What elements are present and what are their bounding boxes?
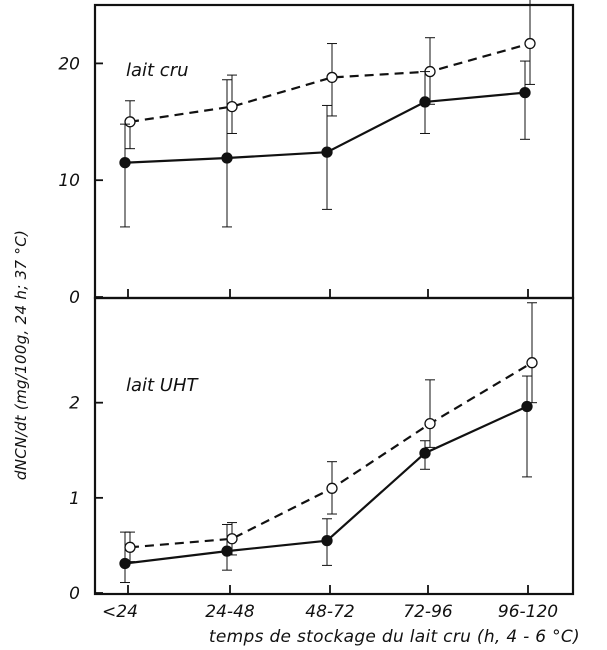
marker-filled — [321, 146, 333, 158]
marker-filled — [419, 447, 431, 459]
x-tick-label: 96-120 — [498, 602, 558, 622]
marker-filled — [221, 152, 233, 164]
y-tick-label: 0 — [69, 584, 80, 604]
marker-open — [524, 37, 536, 50]
x-axis-label: temps de stockage du lait cru (h, 4 - 6 … — [209, 627, 580, 647]
lower-panel-label: lait UHT — [126, 375, 200, 396]
y-tick-label: 2 — [69, 394, 80, 414]
marker-filled — [519, 86, 531, 99]
series-line-open — [129, 42, 531, 123]
y-tick-label: 20 — [58, 54, 80, 74]
marker-filled — [221, 545, 233, 557]
x-tick-label: <24 — [102, 602, 138, 622]
marker-open — [124, 541, 136, 553]
marker-open — [226, 100, 238, 113]
lower-panel-frame — [93, 296, 575, 596]
upper-panel-label: lait cru — [126, 60, 189, 81]
marker-open — [526, 357, 538, 369]
marker-open — [424, 417, 436, 430]
x-tick-label: 24-48 — [205, 602, 255, 622]
y-tick-label: 1 — [69, 489, 80, 509]
y-axis-label: dNCN/dt (mg/100g, 24 h; 37 °C) — [12, 230, 30, 480]
y-tick-label: 0 — [69, 288, 80, 308]
marker-filled — [119, 157, 131, 169]
marker-filled — [521, 400, 533, 413]
marker-open — [326, 71, 338, 84]
y-tick-label: 10 — [58, 171, 80, 191]
marker-open — [326, 482, 338, 494]
x-tick-label: 72-96 — [403, 602, 453, 622]
x-tick-label: 48-72 — [305, 602, 354, 622]
marker-filled — [119, 557, 131, 570]
marker-filled — [419, 96, 431, 108]
marker-open — [124, 116, 136, 128]
marker-open — [226, 533, 238, 545]
marker-filled — [321, 535, 333, 547]
upper-panel-frame — [93, 3, 575, 300]
